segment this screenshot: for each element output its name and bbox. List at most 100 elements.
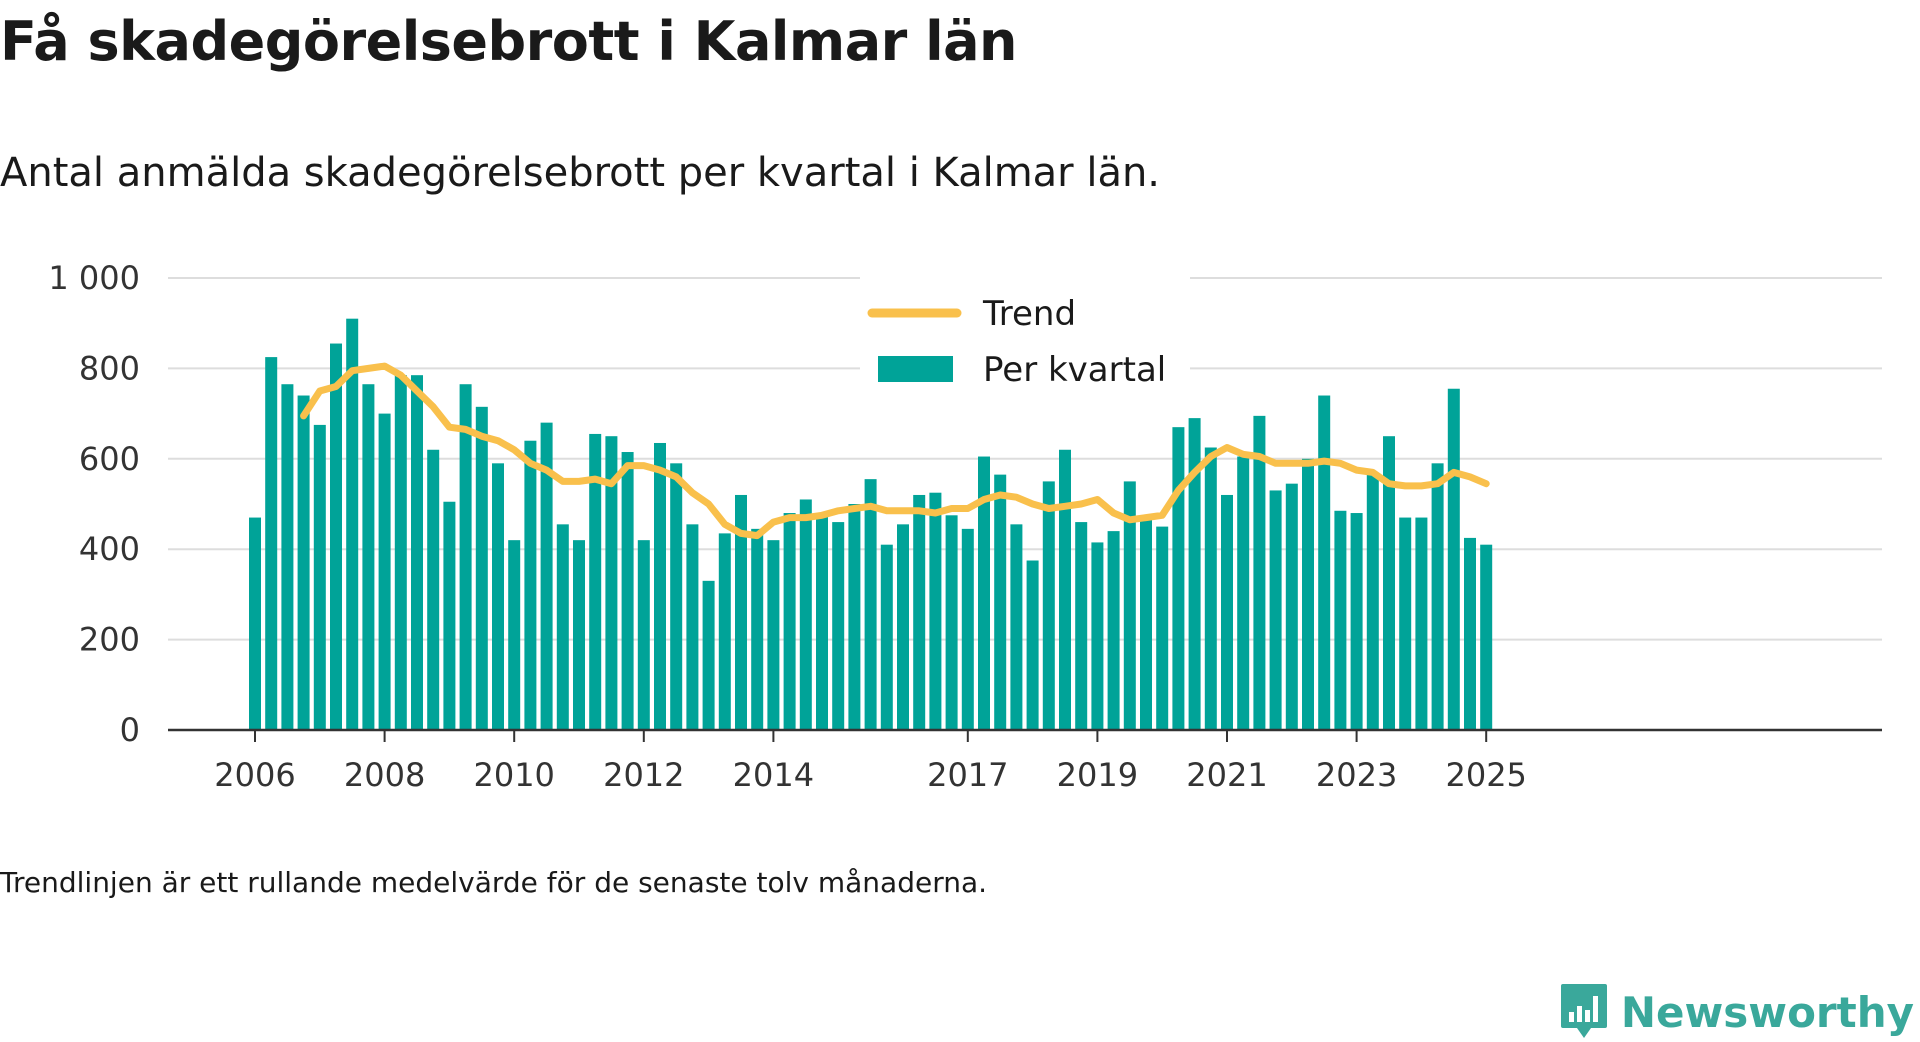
bar — [864, 479, 877, 730]
bar — [718, 533, 731, 730]
bar — [1188, 418, 1201, 730]
bar — [394, 375, 407, 730]
bar — [556, 524, 569, 730]
bar — [897, 524, 909, 730]
brand-name: Newsworthy — [1620, 987, 1914, 1037]
bar — [832, 522, 845, 730]
bar — [249, 517, 261, 730]
bar — [378, 413, 391, 730]
bar — [1237, 456, 1250, 730]
bar — [492, 463, 504, 730]
legend-trend-label: Trend — [982, 294, 1076, 334]
bar — [1431, 463, 1444, 730]
bar — [1480, 544, 1493, 730]
bar — [605, 436, 618, 730]
y-tick-label: 800 — [79, 349, 140, 387]
bar — [1075, 522, 1088, 730]
legend-bar-swatch — [878, 356, 953, 382]
bar — [1318, 395, 1331, 730]
bar — [589, 433, 602, 730]
y-tick-label: 0 — [120, 711, 140, 749]
bar — [540, 422, 553, 730]
bar — [670, 463, 683, 730]
bar — [848, 504, 861, 730]
bar — [475, 406, 488, 730]
bar — [346, 318, 359, 730]
footnote: Trendlinjen är ett rullande medelvärde f… — [0, 866, 988, 899]
bar — [411, 375, 423, 730]
bar — [880, 544, 893, 730]
bar — [281, 384, 294, 730]
legend: Trend Per kvartal — [860, 260, 1190, 400]
bar — [1156, 526, 1169, 730]
bar — [1350, 513, 1363, 730]
bar — [913, 494, 926, 730]
bar — [1123, 481, 1136, 730]
bar — [1269, 490, 1282, 730]
bar — [508, 540, 521, 730]
bar — [1107, 531, 1120, 730]
bar — [767, 540, 780, 730]
brand-logo: Newsworthy — [1559, 982, 1914, 1042]
trend-line — [300, 362, 1490, 540]
bar — [816, 513, 828, 730]
chart: 0 200 400 600 800 1 000 2006 2008 2010 2012 2014 2… — [48, 259, 1882, 794]
bar — [427, 449, 440, 730]
bar — [1026, 560, 1039, 730]
bar — [637, 540, 650, 730]
bar — [573, 540, 585, 730]
x-tick-label: 2008 — [344, 756, 425, 794]
bar — [978, 456, 990, 730]
bar — [1334, 510, 1347, 730]
bar — [1447, 388, 1460, 730]
bar — [654, 442, 666, 730]
bar — [1042, 481, 1055, 730]
y-tick-label: 600 — [79, 440, 140, 478]
bar — [297, 395, 310, 730]
legend-bar-label: Per kvartal — [983, 350, 1166, 390]
bar — [686, 524, 699, 730]
bar — [783, 513, 796, 730]
bar — [961, 528, 974, 730]
bars — [249, 318, 1493, 730]
trend-line-group — [300, 362, 1490, 540]
y-axis-labels: 0 200 400 600 800 1 000 — [48, 259, 140, 749]
bar — [1172, 427, 1185, 730]
x-tick-label: 2021 — [1186, 756, 1267, 794]
x-tick-label: 2010 — [473, 756, 554, 794]
y-tick-label: 400 — [79, 530, 140, 568]
bar — [1285, 483, 1298, 730]
bar — [459, 384, 472, 730]
bar — [1399, 517, 1412, 730]
bar — [330, 343, 342, 730]
y-tick-label: 1 000 — [48, 259, 140, 297]
bar — [1059, 449, 1071, 730]
bar — [1302, 458, 1314, 730]
bar — [443, 501, 456, 730]
bar — [1366, 474, 1379, 730]
bar — [945, 515, 958, 730]
bar — [1221, 494, 1233, 730]
bar — [1415, 517, 1428, 730]
x-tick-label: 2014 — [733, 756, 814, 794]
x-axis: 2006 2008 2010 2012 2014 2017 2019 2021 2023 2025 — [168, 728, 1882, 794]
bar — [1140, 519, 1152, 730]
bar — [1010, 524, 1023, 730]
bar — [929, 492, 942, 730]
bar — [524, 440, 537, 730]
x-tick-label: 2019 — [1057, 756, 1138, 794]
chart-title: Få skadegörelsebrott i Kalmar län — [0, 10, 1017, 73]
bar — [994, 474, 1007, 730]
bar — [751, 528, 764, 730]
bar — [1253, 415, 1266, 730]
x-tick-label: 2025 — [1445, 756, 1526, 794]
x-tick-label: 2006 — [214, 756, 295, 794]
bar — [735, 494, 747, 730]
bar — [362, 384, 375, 730]
y-tick-label: 200 — [79, 621, 140, 659]
bar — [1091, 542, 1104, 730]
bar — [1464, 537, 1476, 730]
bar — [1204, 447, 1217, 730]
x-tick-label: 2012 — [603, 756, 684, 794]
chart-subtitle: Antal anmälda skadegörelsebrott per kvar… — [0, 150, 1161, 196]
